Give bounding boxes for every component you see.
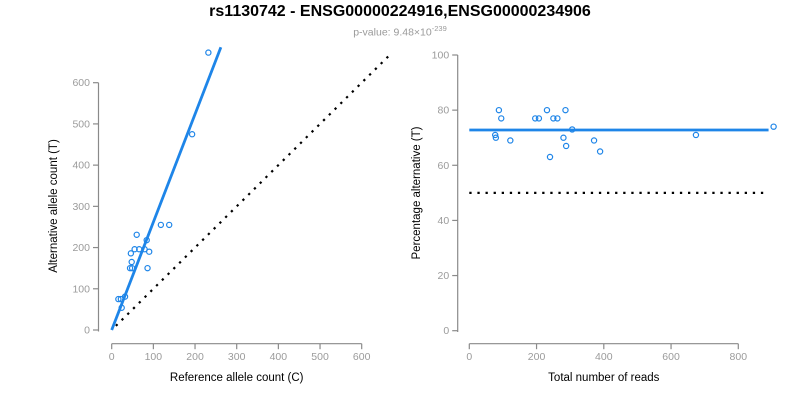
data-point [532, 115, 539, 122]
data-point [692, 131, 700, 139]
data-point [128, 258, 135, 266]
data-point [146, 248, 153, 255]
data-point [166, 221, 173, 229]
data-point [554, 115, 561, 122]
page-title: rs1130742 - ENSG00000224916,ENSG00000234… [209, 3, 591, 20]
data-point [543, 106, 551, 114]
x-tick-label: 200 [528, 351, 546, 363]
y-axis: 0 100 200 300 400 500 600 Alternative allele co… [48, 77, 100, 337]
data-point [157, 221, 165, 229]
data-point [128, 264, 136, 272]
x-tick-label: 800 [730, 351, 748, 363]
left-scatter-panel: 0 100 200 300 400 500 600 Alternative allele co… [48, 46, 391, 384]
x-tick-label: 300 [228, 351, 246, 363]
data-point [550, 115, 557, 122]
data-point [492, 134, 500, 141]
y-tick-label: 0 [84, 325, 90, 337]
x-tick-label: 0 [466, 351, 472, 363]
data-point [188, 131, 196, 138]
identity-line [115, 53, 391, 327]
data-point [495, 106, 503, 114]
x-axis-label: Total number of reads [548, 372, 659, 384]
x-tick-label: 400 [270, 351, 288, 363]
data-point [498, 115, 505, 122]
data-point [127, 250, 135, 257]
data-point [507, 137, 514, 144]
right-scatter-panel: 0 20 40 60 80 100 Percentage alternative (T) 0 2… [411, 50, 777, 384]
data-points [491, 106, 777, 161]
data-point [126, 264, 134, 272]
data-point [560, 134, 567, 141]
x-tick-label: 600 [662, 351, 680, 363]
x-tick-label: 500 [311, 351, 329, 363]
data-points [115, 49, 212, 311]
data-point [121, 293, 129, 300]
data-point [143, 236, 150, 244]
data-point [568, 126, 576, 133]
data-point [118, 304, 125, 311]
data-point [562, 142, 570, 150]
y-tick-label: 0 [443, 325, 449, 337]
y-tick-label: 60 [438, 160, 450, 172]
data-point [546, 153, 554, 161]
regression-line [110, 46, 223, 331]
y-axis: 0 20 40 60 80 100 Percentage alternative (T) [411, 50, 459, 337]
data-point [590, 137, 598, 144]
y-tick-label: 500 [72, 118, 90, 130]
data-point [133, 231, 140, 238]
data-point [144, 264, 151, 272]
y-tick-label: 600 [72, 77, 90, 89]
x-tick-label: 0 [109, 351, 115, 363]
p-value-subtitle: p-value: 9.48×10-239 [0, 24, 800, 39]
y-tick-label: 100 [432, 50, 450, 62]
y-tick-label: 80 [438, 105, 450, 117]
data-point [205, 49, 212, 56]
x-tick-label: 100 [145, 351, 163, 363]
x-tick-label: 400 [595, 351, 613, 363]
y-tick-label: 40 [438, 215, 450, 227]
y-axis-label: Alternative allele count (T) [48, 139, 60, 273]
x-tick-label: 200 [186, 351, 204, 363]
data-point [131, 246, 138, 253]
data-point [770, 123, 777, 130]
data-point [115, 295, 122, 303]
p-value-text: p-value: 9.48×10 [353, 26, 432, 39]
y-tick-label: 300 [72, 201, 90, 213]
y-tick-label: 20 [438, 270, 450, 282]
data-point [596, 148, 604, 155]
x-tick-label: 600 [353, 351, 371, 363]
x-axis: 0 200 400 600 800 Total number of reads [466, 343, 748, 384]
x-axis: 0 100 200 300 400 500 600 Reference allele coun… [109, 343, 371, 384]
data-point [491, 131, 499, 139]
y-tick-label: 200 [72, 242, 90, 254]
data-point [535, 115, 543, 122]
data-point [562, 106, 569, 114]
y-tick-label: 400 [72, 160, 90, 172]
y-tick-label: 100 [72, 283, 90, 295]
y-axis-label: Percentage alternative (T) [411, 126, 423, 259]
p-value-exponent: -239 [431, 24, 447, 33]
x-axis-label: Reference allele count (C) [170, 372, 304, 384]
